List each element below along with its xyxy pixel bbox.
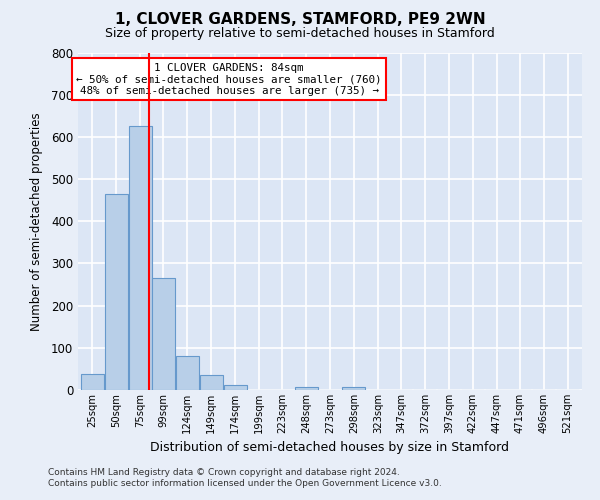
Y-axis label: Number of semi-detached properties: Number of semi-detached properties <box>29 112 43 330</box>
Bar <box>152 278 175 390</box>
Bar <box>224 384 247 390</box>
Bar <box>129 126 152 390</box>
Text: Contains HM Land Registry data © Crown copyright and database right 2024.
Contai: Contains HM Land Registry data © Crown c… <box>48 468 442 487</box>
Bar <box>200 375 223 390</box>
Bar <box>343 387 365 390</box>
Bar <box>105 194 128 390</box>
Bar <box>295 386 317 390</box>
X-axis label: Distribution of semi-detached houses by size in Stamford: Distribution of semi-detached houses by … <box>151 442 509 454</box>
Text: 1, CLOVER GARDENS, STAMFORD, PE9 2WN: 1, CLOVER GARDENS, STAMFORD, PE9 2WN <box>115 12 485 28</box>
Text: 1 CLOVER GARDENS: 84sqm
← 50% of semi-detached houses are smaller (760)
48% of s: 1 CLOVER GARDENS: 84sqm ← 50% of semi-de… <box>76 62 382 96</box>
Text: Size of property relative to semi-detached houses in Stamford: Size of property relative to semi-detach… <box>105 28 495 40</box>
Bar <box>176 356 199 390</box>
Bar <box>81 374 104 390</box>
